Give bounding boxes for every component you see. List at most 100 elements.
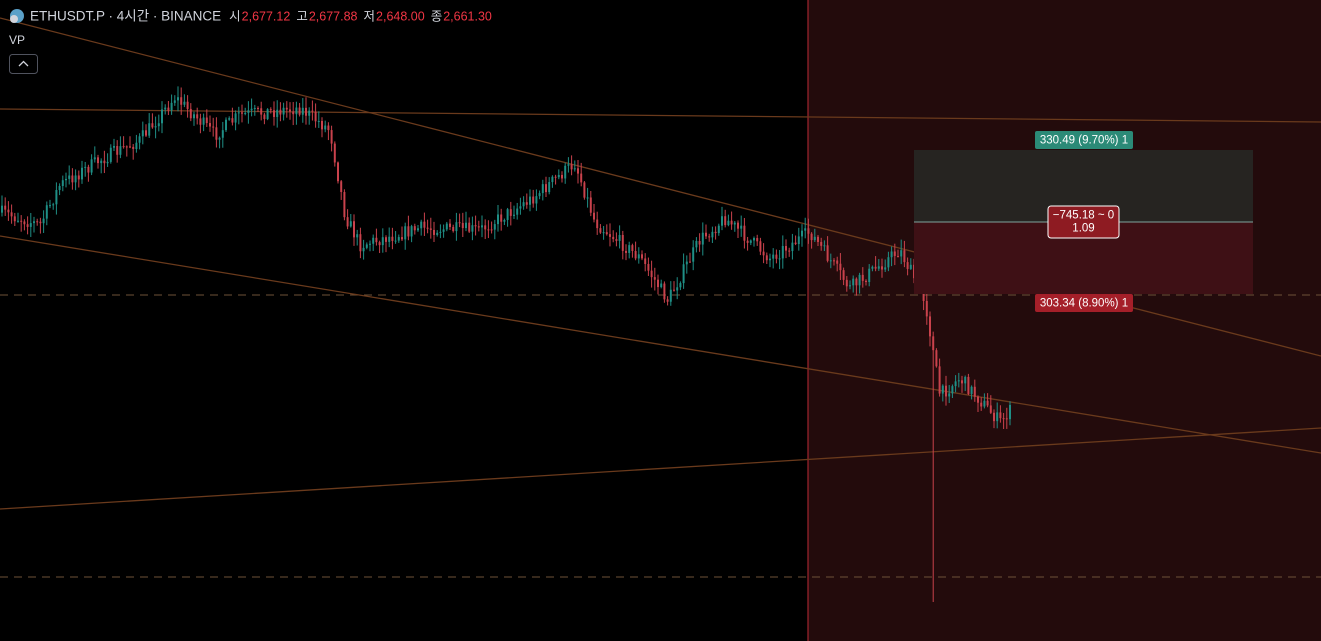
- candle-body: [749, 240, 752, 243]
- candle-body: [378, 242, 381, 246]
- candle-body: [861, 274, 864, 281]
- candle-body: [442, 229, 445, 232]
- candle-body: [961, 380, 963, 384]
- candle-body: [84, 166, 87, 168]
- candle-body: [663, 283, 666, 300]
- candle-body: [36, 221, 39, 223]
- candle-body: [641, 254, 643, 259]
- candle-body: [954, 381, 957, 387]
- highlight-region: [808, 0, 1321, 641]
- candle-body: [407, 226, 410, 237]
- stop-badge: [1035, 294, 1133, 312]
- candle-body: [122, 146, 125, 148]
- candle-body: [993, 412, 995, 422]
- candle-body: [324, 125, 327, 130]
- candle-body: [813, 236, 816, 241]
- candle-body: [327, 125, 330, 131]
- candle-body: [769, 258, 771, 261]
- candle-body: [49, 205, 51, 207]
- candle-body: [631, 245, 634, 251]
- candle-body: [477, 226, 480, 228]
- candle-body: [593, 212, 595, 220]
- candle-body: [711, 231, 714, 238]
- candle-body: [359, 234, 362, 252]
- candle-body: [10, 212, 13, 217]
- candle-body: [100, 160, 103, 164]
- candle-body: [13, 216, 16, 222]
- candle-body: [609, 234, 611, 237]
- candle-body: [429, 228, 432, 230]
- candle-body: [855, 278, 858, 286]
- candle-body: [938, 366, 941, 394]
- candle-body: [106, 161, 109, 164]
- candle-body: [417, 228, 419, 231]
- candle-body: [289, 109, 291, 112]
- candle-body: [410, 226, 413, 237]
- candle-body: [397, 237, 400, 241]
- target-label: 330.49 (9.70%) 1: [1040, 135, 1128, 147]
- candle-body: [372, 237, 375, 244]
- candle-body: [989, 405, 992, 413]
- candle-body: [205, 117, 208, 124]
- candle-body: [285, 107, 288, 110]
- candle-body: [26, 224, 29, 227]
- candle-body: [865, 280, 867, 283]
- candle-body: [167, 107, 170, 111]
- candle-body: [884, 267, 887, 270]
- candle-body: [708, 236, 711, 238]
- candle-body: [68, 175, 71, 179]
- candle-body: [644, 258, 647, 264]
- candle-body: [221, 130, 224, 138]
- candle-body: [132, 146, 135, 150]
- candle-body: [151, 123, 154, 128]
- candle-body: [973, 386, 976, 397]
- candle-body: [858, 274, 861, 286]
- candle-body: [673, 289, 675, 291]
- candle-body: [586, 197, 589, 199]
- candle-body: [228, 118, 231, 120]
- candle-body: [922, 291, 925, 301]
- candle-body: [199, 118, 202, 125]
- candle-body: [692, 247, 695, 262]
- candle-body: [506, 209, 509, 220]
- ohlc-key: 시: [229, 9, 241, 23]
- candle-body: [196, 114, 199, 119]
- candle-body: [1005, 418, 1008, 420]
- candle-body: [93, 157, 96, 160]
- candle-body: [740, 225, 743, 229]
- candle-body: [852, 278, 855, 286]
- candle-body: [113, 146, 115, 148]
- candle-body: [743, 225, 746, 241]
- candle-body: [906, 262, 909, 269]
- candle-body: [970, 386, 973, 394]
- candle-body: [839, 263, 842, 271]
- candle-body: [599, 228, 602, 233]
- candle-body: [263, 114, 266, 120]
- ohlc: 시 2,677.12 고 2,677.88 저 2,648.00 종 2,661.30: [229, 9, 492, 23]
- candle-body: [689, 261, 691, 263]
- candle-body: [705, 232, 707, 237]
- candle-body: [945, 385, 947, 397]
- trend-line: [0, 108, 1321, 123]
- candle-body: [794, 242, 797, 245]
- candle-body: [682, 264, 685, 284]
- candle-body: [266, 109, 269, 120]
- candle-body: [660, 283, 663, 288]
- candle-body: [724, 216, 727, 226]
- candle-body: [58, 186, 61, 191]
- candle-body: [490, 229, 493, 231]
- candle-body: [986, 400, 989, 406]
- candle-body: [180, 97, 183, 105]
- candle-body: [820, 241, 823, 246]
- candle-body: [554, 176, 557, 178]
- candle-body: [532, 196, 535, 204]
- candle-body: [129, 146, 131, 148]
- collapse-button[interactable]: [9, 54, 38, 74]
- candle-body: [276, 109, 279, 117]
- candle-body: [903, 250, 906, 263]
- candle-body: [97, 157, 99, 164]
- candle-body: [842, 270, 845, 280]
- candle-body: [391, 236, 394, 241]
- candle-body: [282, 107, 285, 115]
